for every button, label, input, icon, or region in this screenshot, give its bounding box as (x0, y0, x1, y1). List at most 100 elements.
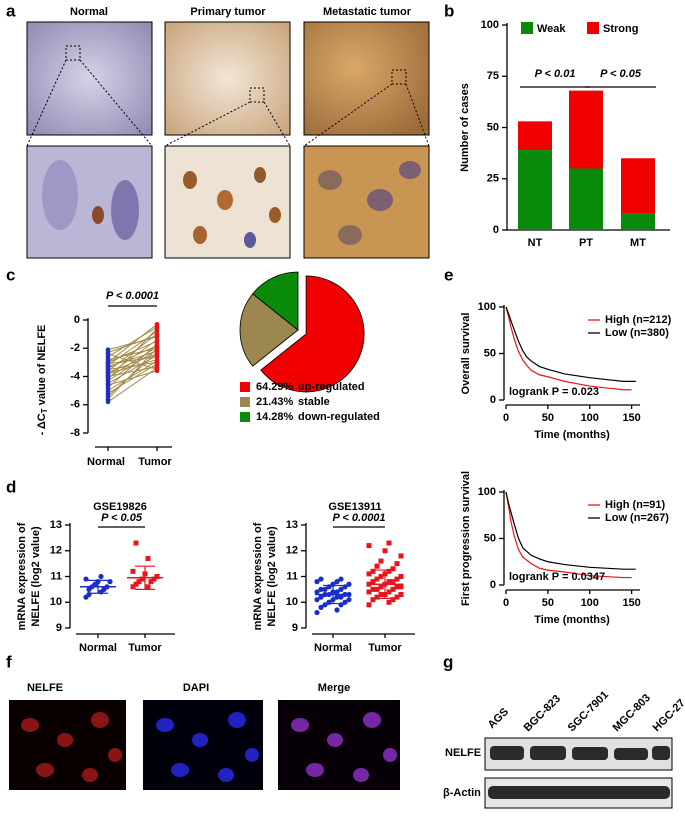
x-tick-label: Normal (87, 456, 125, 468)
bar-segment (518, 121, 552, 151)
point (378, 574, 384, 579)
legend-swatch (240, 412, 250, 422)
y-tick-label: 11 (286, 570, 298, 582)
point (133, 540, 139, 546)
pair-line (107, 340, 158, 363)
point (378, 558, 384, 564)
survival-curve (505, 491, 636, 570)
pair-line (107, 328, 158, 380)
point (154, 326, 160, 331)
y-axis-label: mRNA expression of (16, 522, 28, 630)
point (154, 365, 160, 371)
y-axis-label: NELFE (log2 value) (30, 526, 42, 627)
sd-bar (88, 579, 108, 594)
point (370, 579, 376, 585)
point (154, 337, 160, 343)
point (145, 584, 151, 590)
y-tick-label: 75 (487, 70, 499, 82)
point (105, 399, 111, 405)
point (386, 568, 392, 574)
y-tick-label: -6 (70, 399, 80, 411)
legend-value: 64.29% (256, 381, 294, 393)
point (398, 553, 404, 559)
point (105, 360, 111, 365)
x-tick-label: Tumor (138, 456, 172, 468)
point (318, 576, 324, 582)
y-tick-label: 0 (493, 224, 499, 236)
point (322, 586, 328, 592)
point (334, 607, 340, 613)
legend-value: 21.43% (256, 396, 294, 408)
lane-label: SGC-7901 (566, 689, 611, 734)
survival-curve (505, 306, 636, 382)
point (346, 597, 352, 603)
annotation: P < 0.05 (600, 68, 642, 80)
panel-label: e (444, 265, 453, 284)
x-tick-label: PT (579, 237, 593, 249)
lane-label: BGC-823 (522, 693, 563, 734)
x-tick-label: 100 (581, 412, 599, 424)
x-tick-label: 150 (622, 412, 640, 424)
x-tick-label: 0 (503, 412, 509, 424)
legend-label: Strong (603, 23, 638, 35)
point (374, 563, 380, 569)
y-tick-label: -8 (70, 427, 80, 439)
y-axis-label-subscript: T (40, 408, 49, 413)
point (398, 592, 404, 598)
x-tick-label: 100 (581, 597, 599, 609)
y-tick-label: 0 (74, 314, 80, 326)
y-axis-label-part: - ΔC (36, 413, 48, 435)
point (390, 586, 396, 592)
pair-line (107, 339, 158, 376)
legend-label: Low (n=380) (605, 327, 669, 339)
legend-label: up-regulated (298, 381, 365, 393)
x-axis-label: Time (months) (534, 614, 610, 626)
y-tick-label: 13 (286, 519, 298, 531)
point (370, 568, 376, 574)
y-tick-label: 12 (286, 545, 298, 557)
point (318, 586, 324, 592)
y-axis-label: mRNA expression of (252, 522, 264, 630)
y-axis-label: Number of cases (459, 83, 471, 172)
x-tick-label: NT (528, 237, 543, 249)
y-axis-label: - ΔCT value of NELFE (36, 325, 49, 436)
lane-label: AGS (486, 706, 511, 731)
y-tick-label: 100 (478, 301, 496, 313)
y-axis-label: Overall survival (460, 313, 472, 395)
x-tick-label: Tumor (368, 642, 402, 654)
point (374, 576, 380, 582)
image-title: Primary tumor (190, 6, 266, 18)
point (378, 592, 384, 598)
pair-line (107, 326, 158, 358)
point (314, 609, 320, 616)
legend-label: stable (298, 396, 330, 408)
pair-line (107, 335, 158, 353)
bar-segment (621, 158, 655, 214)
legend-swatch (240, 397, 250, 407)
pair-line (107, 360, 158, 392)
point (386, 599, 392, 605)
point (386, 540, 392, 546)
pie-slice (239, 293, 299, 367)
point (342, 599, 348, 605)
x-axis-label: Time (months) (534, 429, 610, 441)
pair-line (107, 356, 158, 365)
chart-title: GSE13911 (328, 501, 381, 513)
point (107, 579, 113, 585)
row-label: β-Actin (443, 787, 481, 799)
point (386, 589, 392, 595)
annotation: P < 0.01 (535, 68, 576, 80)
pie-slice (252, 271, 299, 331)
point (338, 586, 344, 592)
legend-label: High (n=212) (605, 314, 672, 326)
point (334, 589, 340, 595)
point (394, 576, 400, 582)
x-tick-label: 150 (622, 597, 640, 609)
y-axis-label: NELFE (log2 value) (266, 526, 278, 627)
point (386, 579, 392, 585)
point (374, 594, 380, 600)
y-tick-label: 50 (487, 121, 499, 133)
y-tick-label: 0 (490, 394, 496, 406)
y-tick-label: 50 (484, 347, 496, 359)
legend-value: 14.28% (256, 411, 294, 423)
